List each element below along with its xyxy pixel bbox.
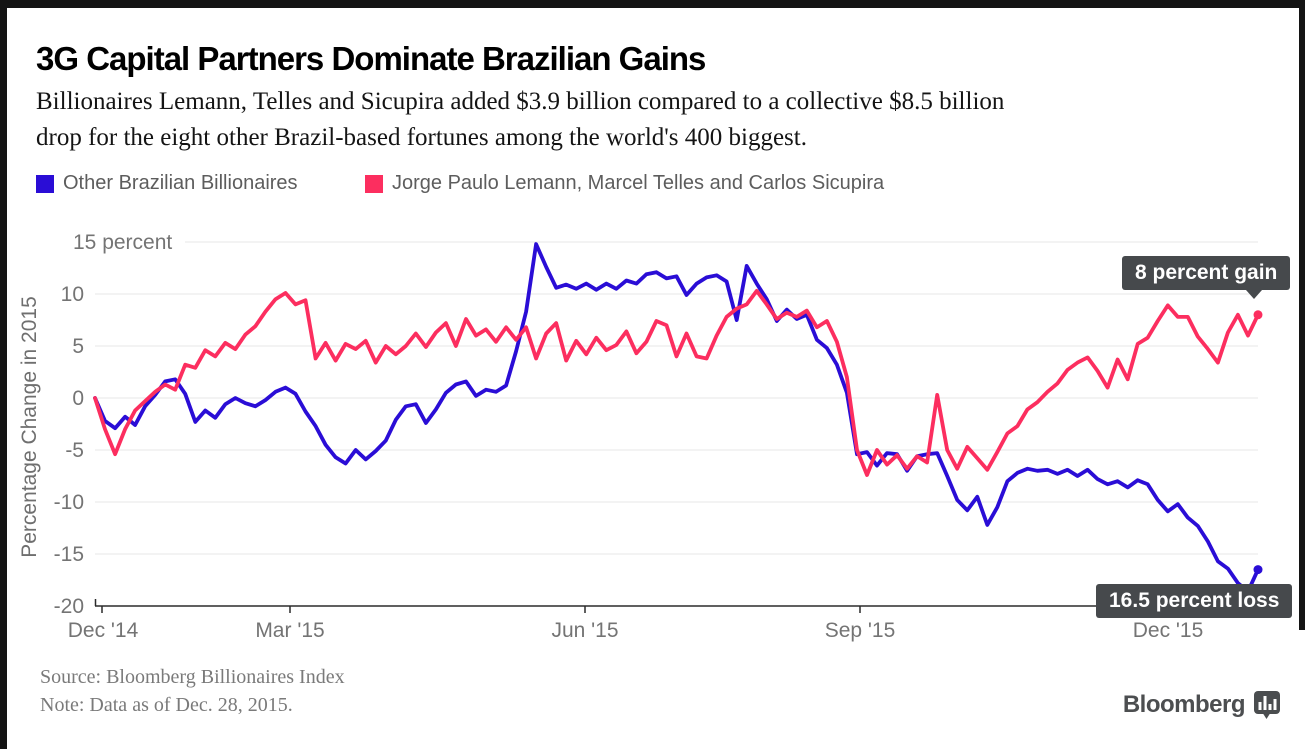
bloomberg-logo[interactable]: Bloomberg — [1123, 690, 1281, 720]
x-label-jun15: Jun '15 — [551, 619, 618, 642]
page-title: 3G Capital Partners Dominate Brazilian G… — [36, 40, 706, 77]
note-text: Note: Data as of Dec. 28, 2015. — [40, 694, 293, 716]
subtitle-line-2: drop for the eight other Brazil-based fo… — [36, 124, 807, 152]
endpoint-dot-lemann — [1253, 310, 1263, 320]
legend-swatch-pink — [365, 174, 383, 193]
y-tick-neg10: -10 — [54, 491, 84, 514]
subtitle-line-1: Billionaires Lemann, Telles and Sicupira… — [36, 88, 1005, 115]
legend-item-lemann: Jorge Paulo Lemann, Marcel Telles and Ca… — [365, 172, 884, 195]
screenshot-frame-top — [0, 0, 1305, 8]
x-label-sep15: Sep '15 — [825, 619, 896, 642]
legend-swatch-blue — [36, 174, 54, 193]
y-tick-0: 0 — [72, 387, 84, 410]
annotation-loss-tooltip: 16.5 percent loss — [1096, 584, 1293, 618]
x-axis — [94, 599, 1258, 613]
endpoint-dot-other-billionaires — [1253, 565, 1263, 575]
line-other-brazilian-billionaires — [93, 242, 1260, 594]
x-label-mar15: Mar '15 — [255, 619, 324, 642]
chart-subtitle: Billionaires Lemann, Telles and Sicupira… — [36, 84, 1276, 157]
line-lemann-telles-sicupira — [93, 288, 1260, 477]
y-tick-neg20: -20 — [54, 595, 84, 618]
source-text: Source: Bloomberg Billionaires Index — [40, 666, 345, 688]
legend-item-other-billionaires: Other Brazilian Billionaires — [36, 172, 298, 195]
x-axis-labels: Dec '14 Mar '15 Jun '15 Sep '15 Dec '15 — [68, 619, 1204, 642]
y-axis-labels: 15 percent 10 5 0 -5 -10 -15 -20 — [54, 231, 173, 618]
bloomberg-chart-bubble-icon — [1254, 691, 1280, 719]
bloomberg-wordmark: Bloomberg — [1122, 691, 1246, 718]
annotation-gain-tooltip: 8 percent gain — [1122, 256, 1291, 299]
y-tick-15: 15 percent — [73, 231, 172, 254]
screenshot-frame-left — [0, 0, 7, 749]
y-tick-10: 10 — [61, 283, 84, 306]
x-label-dec15: Dec '15 — [1133, 619, 1204, 642]
legend-label: Jorge Paulo Lemann, Marcel Telles and Ca… — [392, 172, 885, 194]
y-tick-5: 5 — [72, 335, 84, 358]
screenshot-frame-right — [1299, 0, 1305, 630]
legend-label: Other Brazilian Billionaires — [63, 172, 298, 194]
y-tick-neg15: -15 — [54, 543, 84, 566]
x-label-dec14: Dec '14 — [68, 619, 139, 642]
y-tick-neg5: -5 — [65, 439, 84, 462]
